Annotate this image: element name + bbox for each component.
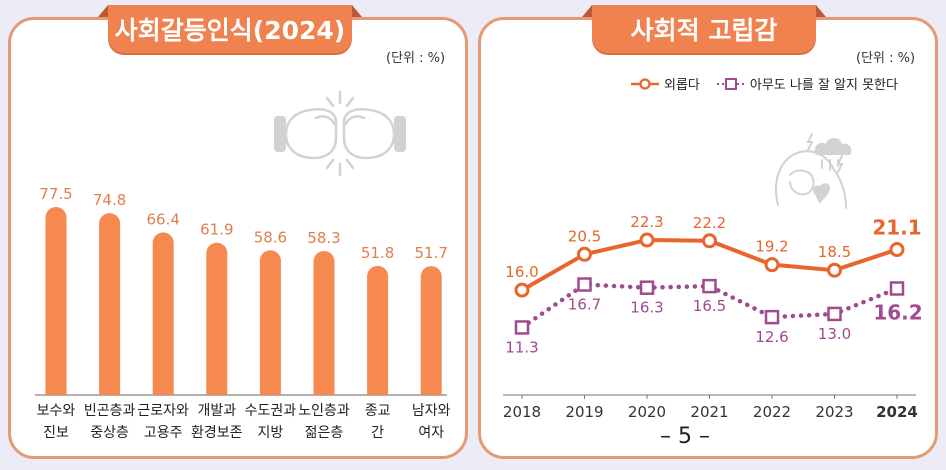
data-label-lonely: 20.5 xyxy=(568,227,601,245)
category-label: 진보 xyxy=(43,425,69,441)
data-label-lonely: 22.3 xyxy=(630,213,663,231)
category-label: 노인층과 xyxy=(298,403,350,419)
data-point-square xyxy=(639,280,655,295)
square-marker-icon xyxy=(716,77,745,90)
category-label: 간 xyxy=(371,425,384,441)
data-label-no-one-knows: 12.6 xyxy=(755,328,788,346)
chart-legend: 외롭다 아무도 나를 잘 알지 못한다 xyxy=(630,74,914,93)
category-label: 근로자와 xyxy=(137,403,189,419)
category-label: 종교 xyxy=(365,403,391,419)
data-label-lonely: 18.5 xyxy=(818,243,851,261)
x-tick-label: 2022 xyxy=(753,403,791,421)
bar-value-label: 51.8 xyxy=(361,244,394,262)
data-label-no-one-knows: 11.3 xyxy=(505,338,538,356)
bar-value-label: 58.6 xyxy=(254,228,287,246)
page-number: – 5 – xyxy=(660,424,710,449)
bar-value-label: 58.3 xyxy=(307,229,340,247)
bar xyxy=(99,213,121,395)
data-point-circle xyxy=(889,242,905,258)
bar xyxy=(420,266,442,395)
x-tick-label: 2020 xyxy=(628,403,666,421)
category-label: 환경보존 xyxy=(191,425,243,441)
category-label: 수도권과 xyxy=(245,403,297,419)
legend-label-no-one-knows: 아무도 나를 잘 알지 못한다 xyxy=(749,78,898,93)
bar xyxy=(45,207,67,395)
bar-value-label: 66.4 xyxy=(146,210,179,228)
data-label-no-one-knows: 16.5 xyxy=(693,297,726,315)
social-conflict-panel xyxy=(8,17,468,459)
social-isolation-title: 사회적 고립감 xyxy=(582,5,826,53)
legend-item-lonely: 외롭다 xyxy=(630,74,700,93)
category-label: 중상층 xyxy=(90,425,129,441)
data-label-lonely: 22.2 xyxy=(693,214,726,232)
bar-value-label: 51.7 xyxy=(414,244,447,262)
category-label: 지방 xyxy=(258,425,284,441)
bar xyxy=(206,242,228,395)
category-label: 남자와 xyxy=(412,403,451,419)
x-tick-label: 2018 xyxy=(503,403,541,421)
legend-item-no-one-knows: 아무도 나를 잘 알지 못한다 xyxy=(716,74,898,93)
bar xyxy=(313,250,335,395)
bar-value-label: 74.8 xyxy=(93,191,126,209)
category-label: 개발과 xyxy=(197,403,236,419)
category-label: 여자 xyxy=(418,425,444,441)
data-label-no-one-knows: 16.3 xyxy=(630,299,663,317)
data-point-circle xyxy=(702,233,717,249)
data-point-square xyxy=(764,309,780,325)
legend-label-lonely: 외롭다 xyxy=(664,78,700,93)
data-label-no-one-knows: 16.7 xyxy=(568,296,601,314)
data-label-lonely: 19.2 xyxy=(755,238,788,256)
bar xyxy=(152,232,174,395)
circle-marker-icon xyxy=(631,77,659,90)
data-label-lonely: 16.0 xyxy=(505,263,538,281)
data-label-no-one-knows: 16.2 xyxy=(873,300,922,324)
data-label-no-one-knows: 13.0 xyxy=(818,325,851,343)
x-tick-label: 2021 xyxy=(690,403,728,421)
x-tick-label: 2024 xyxy=(876,403,918,421)
data-point-circle xyxy=(639,232,655,248)
bar-value-label: 61.9 xyxy=(200,221,233,239)
data-point-circle xyxy=(827,262,842,278)
data-point-square xyxy=(514,320,530,335)
left-unit-label: (단위 : %) xyxy=(386,51,446,66)
category-label: 젊은층 xyxy=(305,425,344,441)
x-tick-label: 2023 xyxy=(815,403,853,421)
data-point-circle xyxy=(514,282,530,298)
category-label: 고용주 xyxy=(144,425,183,441)
data-point-square xyxy=(702,278,717,294)
category-label: 보수와 xyxy=(37,403,76,419)
data-point-circle xyxy=(577,246,592,262)
data-point-square xyxy=(889,281,905,296)
bar xyxy=(367,265,389,395)
data-point-square xyxy=(577,277,592,292)
category-label: 빈곤층과 xyxy=(84,403,136,419)
data-point-circle xyxy=(764,257,780,273)
right-unit-label: (단위 : %) xyxy=(856,51,916,66)
x-tick-label: 2019 xyxy=(565,403,603,421)
data-label-lonely: 21.1 xyxy=(872,216,921,240)
data-point-square xyxy=(827,306,842,322)
social-conflict-title: 사회갈등인식(2024) xyxy=(98,5,362,53)
bar-value-label: 77.5 xyxy=(39,185,72,203)
bar xyxy=(259,250,281,395)
